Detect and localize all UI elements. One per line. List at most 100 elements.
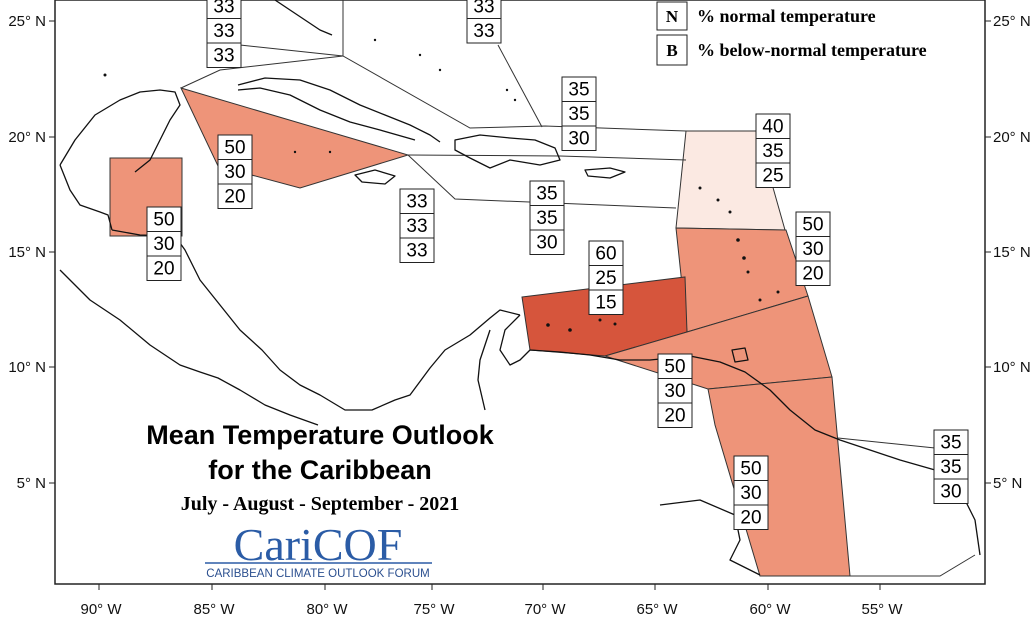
title-block: Mean Temperature Outlook for the Caribbe… bbox=[146, 420, 495, 515]
x-tick-label: 90° W bbox=[80, 601, 122, 618]
prob-cell bbox=[733, 480, 769, 506]
y-tick-label: 20° N bbox=[993, 129, 1031, 146]
y-tick-label: 5° N bbox=[17, 475, 46, 492]
legend-key-b: B bbox=[666, 41, 677, 60]
prob-cell bbox=[146, 255, 182, 281]
prob-value: 35 bbox=[940, 457, 961, 478]
prob-cell bbox=[561, 76, 597, 102]
small-islands bbox=[103, 38, 780, 332]
y-tick-label: 15° N bbox=[993, 244, 1031, 261]
prob-value: 50 bbox=[802, 215, 823, 236]
prob-cell bbox=[399, 213, 435, 239]
map-period: July - August - September - 2021 bbox=[181, 493, 460, 515]
x-tick-label: 85° W bbox=[193, 601, 235, 618]
prob-value: 30 bbox=[568, 129, 589, 150]
prob-value: 33 bbox=[213, 21, 234, 42]
prob-box-greater-antilles-north: 35 35 30 bbox=[561, 76, 597, 151]
legend-label-normal: % normal temperature bbox=[697, 6, 876, 26]
prob-value: 33 bbox=[406, 216, 427, 237]
map-title-line2: for the Caribbean bbox=[208, 455, 432, 485]
prob-cell bbox=[657, 353, 693, 379]
prob-value: 33 bbox=[213, 46, 234, 67]
logo-wordmark: CariCOF bbox=[234, 519, 403, 570]
trinidad bbox=[731, 347, 749, 363]
prob-cell bbox=[933, 478, 969, 504]
puerto-rico bbox=[584, 167, 626, 179]
prob-value: 20 bbox=[224, 187, 245, 208]
x-axis bbox=[98, 584, 881, 590]
prob-value: 20 bbox=[153, 259, 174, 280]
y-axis bbox=[49, 20, 991, 484]
legend-label-below-normal: % below-normal temperature bbox=[697, 40, 927, 60]
prob-box-bahamas-west: 33 33 33 bbox=[206, 0, 242, 68]
y-tick-label: 25° N bbox=[993, 13, 1031, 30]
prob-cell bbox=[755, 138, 791, 164]
prob-box-belize-yucatan: 50 30 20 bbox=[146, 206, 182, 281]
x-tick-label: 75° W bbox=[413, 601, 455, 618]
prob-value: 25 bbox=[762, 166, 783, 187]
prob-value: 20 bbox=[740, 508, 761, 529]
coastlines bbox=[59, 0, 981, 576]
y-tick-label: 10° N bbox=[993, 359, 1031, 376]
prob-cell bbox=[588, 289, 624, 315]
hispaniola bbox=[454, 134, 561, 169]
colombia-pacific bbox=[477, 329, 491, 411]
prob-value: 33 bbox=[473, 21, 494, 42]
prob-value: 33 bbox=[213, 0, 234, 18]
y-tick-label: 25° N bbox=[8, 13, 46, 30]
prob-box-hispaniola-south: 35 35 30 bbox=[529, 180, 565, 255]
legend-key-box bbox=[656, 1, 688, 31]
prob-cell bbox=[217, 183, 253, 209]
prob-value: 50 bbox=[664, 357, 685, 378]
prob-value: 20 bbox=[802, 264, 823, 285]
map-title-line1: Mean Temperature Outlook bbox=[146, 420, 495, 450]
prob-cell bbox=[217, 134, 253, 160]
prob-value: 30 bbox=[802, 239, 823, 260]
prob-value: 15 bbox=[595, 293, 616, 314]
prob-value: 40 bbox=[762, 117, 783, 138]
prob-cell bbox=[399, 237, 435, 263]
x-tick-label: 60° W bbox=[749, 601, 791, 618]
prob-value: 33 bbox=[473, 0, 494, 18]
probability-boxes: 3333333333503020503020333333353530353530… bbox=[146, 0, 969, 530]
x-tick-label: 80° W bbox=[306, 601, 348, 618]
prob-cell bbox=[795, 236, 831, 262]
x-tick-label: 55° W bbox=[861, 601, 903, 618]
prob-box-leeward-islands: 40 35 25 bbox=[755, 113, 791, 188]
jamaica bbox=[354, 169, 396, 185]
gulf-coast bbox=[59, 89, 181, 173]
y-tick-label: 15° N bbox=[8, 244, 46, 261]
prob-value: 30 bbox=[940, 482, 961, 503]
prob-value: 50 bbox=[740, 459, 761, 480]
prob-box-jamaica-basin: 33 33 33 bbox=[399, 188, 435, 263]
prob-box-trinidad-venezuela: 50 30 20 bbox=[657, 353, 693, 428]
y-tick-label: 20° N bbox=[8, 129, 46, 146]
cuba bbox=[237, 77, 441, 143]
prob-cell bbox=[561, 125, 597, 151]
y-tick-labels-right: 25° N 20° N 15° N 10° N 5° N bbox=[993, 13, 1031, 492]
legend-key-box bbox=[656, 34, 688, 66]
prob-value: 20 bbox=[664, 406, 685, 427]
legend-key-n: N bbox=[666, 7, 679, 26]
prob-cell bbox=[588, 240, 624, 266]
prob-box-abc-islands: 60 25 15 bbox=[588, 240, 624, 315]
prob-value: 35 bbox=[940, 433, 961, 454]
prob-value: 25 bbox=[595, 268, 616, 289]
prob-cell bbox=[657, 402, 693, 428]
prob-value: 60 bbox=[595, 244, 616, 265]
prob-cell bbox=[733, 504, 769, 530]
x-tick-label: 70° W bbox=[524, 601, 566, 618]
y-tick-label: 5° N bbox=[993, 475, 1022, 492]
cuba-south bbox=[237, 87, 416, 141]
prob-box-windward-islands: 50 30 20 bbox=[795, 211, 831, 286]
prob-cell bbox=[206, 42, 242, 68]
y-tick-labels-left: 25° N 20° N 15° N 10° N 5° N bbox=[8, 13, 46, 492]
prob-value: 35 bbox=[568, 80, 589, 101]
prob-value: 30 bbox=[153, 234, 174, 255]
prob-value: 35 bbox=[536, 184, 557, 205]
prob-value: 30 bbox=[536, 233, 557, 254]
prob-cell bbox=[755, 162, 791, 188]
prob-cell bbox=[529, 229, 565, 255]
